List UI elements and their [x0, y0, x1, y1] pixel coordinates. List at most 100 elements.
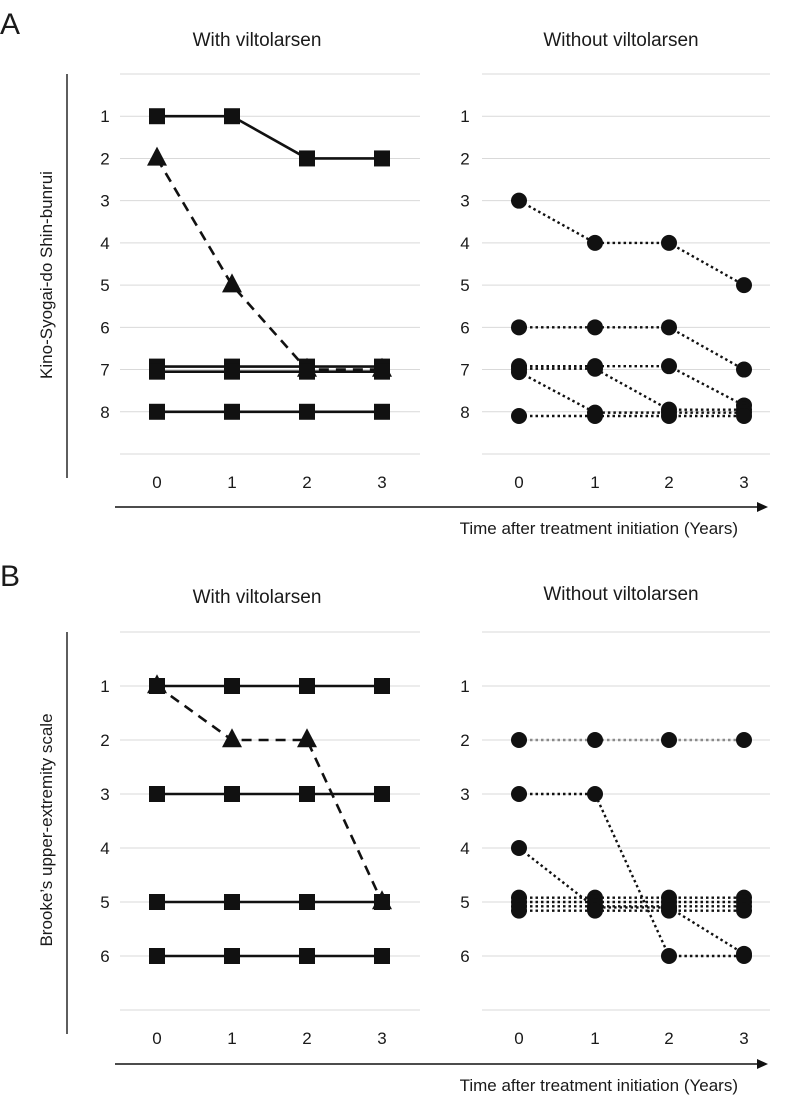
panel-b-with-point-patient-a3 [299, 786, 315, 802]
panel-a-without-point-patient-b1 [587, 234, 603, 251]
panel-b-with-y-tick-label: 1 [100, 677, 109, 696]
panel-a-without-point-patient-b2 [511, 319, 527, 336]
panel-b-without-point-patient-b7 [587, 902, 603, 919]
panel-a-without-series-line-patient-b5 [518, 371, 744, 414]
panel-a-with-point-patient-a4 [224, 363, 240, 380]
panel-a-with-x-tick-label: 2 [302, 473, 311, 492]
panel-b-without-point-patient-b1 [736, 732, 752, 748]
panel-a-with-point-patient-a4 [374, 363, 390, 380]
panel-b-without-point-patient-b7 [736, 902, 752, 919]
panel-a-without-point-patient-b2 [587, 319, 603, 336]
panel-a-with-point-patient-a5 [299, 403, 315, 420]
panel-b-with-point-patient-a4 [224, 894, 240, 910]
panel-b-without-y-tick-label: 6 [460, 947, 469, 966]
panel-a-y-axis-label: Kino-Syogai-do Shin-bunrui [37, 171, 56, 379]
panel-b-without-x-tick-label: 0 [514, 1029, 523, 1048]
panel-b-without-y-tick-label: 3 [460, 785, 469, 804]
panel-a-without-y-tick-label: 2 [460, 149, 469, 168]
panel-b-without-point-patient-b7 [511, 902, 527, 919]
panel-b-with-point-patient-a4 [299, 894, 315, 910]
panel-a-with-series-line-patient-a2 [155, 157, 382, 371]
panel-a-without-point-patient-b6 [661, 408, 677, 424]
panel-a-with-point-patient-a4 [299, 363, 315, 380]
panel-b-with-point-patient-a3 [374, 786, 390, 802]
panel-b-with-point-patient-a5 [299, 948, 315, 964]
panel-b-without-y-tick-label: 2 [460, 731, 469, 750]
panel-a-without-point-patient-b6 [511, 408, 527, 424]
panel-a-time-axis-arrowhead [757, 502, 768, 512]
panel-b-with-y-tick-label: 2 [100, 731, 109, 750]
panel-b-with-point-patient-a2 [147, 674, 167, 694]
panel-b-with-x-tick-label: 2 [302, 1029, 311, 1048]
panel-a-with-point-patient-a1 [299, 150, 315, 167]
panel-a-without-y-tick-label: 3 [460, 192, 469, 211]
panel-b-with-point-patient-a2 [297, 728, 317, 748]
panel-a-without-point-patient-b6 [736, 408, 752, 424]
panel-b-with-y-tick-label: 3 [100, 785, 109, 804]
panel-a-with-x-tick-label: 0 [152, 473, 161, 492]
panel-a-with-x-tick-label: 1 [227, 473, 236, 492]
panel-b-without-y-tick-label: 5 [460, 893, 469, 912]
panel-b-x-axis-title: Time after treatment initiation (Years) [460, 1076, 738, 1095]
panel-b-with-point-patient-a3 [149, 786, 165, 802]
panel-a-without-y-tick-label: 7 [460, 361, 469, 380]
panel-b-with-x-tick-label: 0 [152, 1029, 161, 1048]
panel-a-with-point-patient-a5 [374, 403, 390, 420]
panel-a-with-point-patient-a4 [149, 363, 165, 380]
panel-b-without-x-tick-label: 2 [664, 1029, 673, 1048]
panel-b-with-y-tick-label: 6 [100, 947, 109, 966]
panel-b-without-series-line-patient-b3 [518, 847, 745, 955]
panel-b-without-y-tick-label: 4 [460, 839, 469, 858]
panel-a-without-series-line-patient-b1 [518, 199, 745, 287]
panel-a-without-point-patient-b1 [661, 234, 677, 251]
panel-a-without-series-line-patient-b3 [519, 364, 745, 407]
panel-b-without-y-tick-label: 1 [460, 677, 469, 696]
panel-b-with-point-patient-a5 [224, 948, 240, 964]
panel-a-with-y-tick-label: 1 [100, 107, 109, 126]
panel-b-without-point-patient-b2 [511, 786, 527, 802]
panel-a-x-axis-title: Time after treatment initiation (Years) [460, 519, 738, 538]
panel-a-without-series-line-patient-b2 [519, 326, 745, 371]
panel-a-without-x-tick-label: 3 [739, 473, 748, 492]
panel-a-with-y-tick-label: 8 [100, 403, 109, 422]
panel-a-without-point-patient-b2 [661, 319, 677, 336]
panel-a-without-y-tick-label: 6 [460, 318, 469, 337]
panel-b-with-point-patient-a1 [374, 678, 390, 694]
panel-b-without-point-patient-b3 [736, 945, 752, 962]
panel-a-without-point-patient-b5 [511, 364, 527, 381]
panel-b-without-point-patient-b3 [511, 840, 527, 856]
panel-b-without-series-line-patient-b2 [519, 792, 744, 958]
panel-a-letter: A [0, 8, 20, 41]
panel-b-y-axis-label: Brooke’s upper-extremity scale [37, 713, 56, 946]
panel-a-with-point-patient-a5 [224, 403, 240, 420]
panel-a-without-y-tick-label: 4 [460, 234, 469, 253]
panel-a-with-point-patient-a5 [149, 403, 165, 420]
panel-b-without-x-tick-label: 3 [739, 1029, 748, 1048]
panel-b-with-point-patient-a5 [149, 948, 165, 964]
panel-b-with-point-patient-a1 [299, 678, 315, 694]
panel-a-with-series-line-patient-a1 [157, 114, 382, 160]
panel-a-without-y-tick-label: 5 [460, 276, 469, 295]
panel-b-without-point-patient-b1 [511, 732, 527, 748]
panel-a-without-x-tick-label: 0 [514, 473, 523, 492]
panel-a-with-y-tick-label: 6 [100, 318, 109, 337]
panel-b-with-y-tick-label: 5 [100, 893, 109, 912]
panel-b-without-x-tick-label: 1 [590, 1029, 599, 1048]
panel-a-with-point-patient-a1 [224, 108, 240, 125]
panel-b-left-title: With viltolarsen [193, 587, 322, 608]
panel-a-with-y-tick-label: 4 [100, 234, 109, 253]
panel-a-without-y-tick-label: 1 [460, 107, 469, 126]
panel-a-without-point-patient-b4 [587, 360, 603, 377]
panel-a-with-point-patient-a2 [222, 273, 242, 293]
panel-b-right-title: Without viltolarsen [543, 584, 698, 605]
panel-b-with-point-patient-a2 [222, 728, 242, 748]
panel-a-with-y-tick-label: 5 [100, 276, 109, 295]
plot-layer: 1 2 3 4 5 6 7 8 0 1 2 3 1 2 3 4 5 6 7 8 0 1 2 3 1 2 3 4 5 6 0 1 2 3 1 2 3 4 5 6… [66, 73, 770, 1069]
panel-b-with-x-tick-label: 3 [377, 1029, 386, 1048]
panel-b-without-point-patient-b1 [661, 732, 677, 748]
panel-a-with-y-tick-label: 3 [100, 192, 109, 211]
panel-b-without-point-patient-b2 [587, 786, 603, 802]
panel-a-without-x-tick-label: 2 [664, 473, 673, 492]
panel-a-with-y-tick-label: 2 [100, 149, 109, 168]
